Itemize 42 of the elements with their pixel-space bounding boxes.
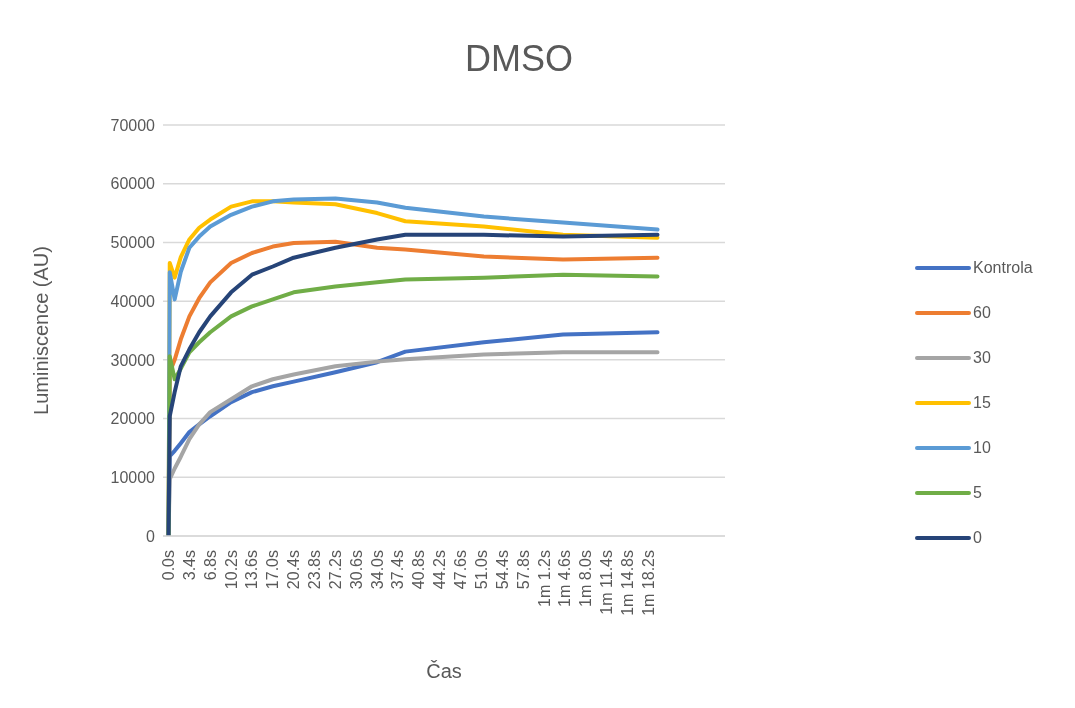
x-tick-label: 17.0s [264,550,282,590]
x-tick-label: 3.4s [180,550,198,581]
x-tick-label: 20.4s [285,550,303,590]
legend-label: 5 [973,483,982,502]
x-tick-label: 51.0s [472,550,490,590]
x-tick-label: 23.8s [306,550,324,590]
x-axis-title: Čas [426,660,462,682]
x-tick-label: 47.6s [452,550,470,590]
y-tick-label: 60000 [110,175,156,193]
y-tick-label: 40000 [110,292,156,310]
legend-label: 30 [973,348,991,367]
legend-label: 60 [973,303,991,322]
y-tick-label: 50000 [110,234,156,252]
x-tick-label: 1m 11.4s [598,550,616,615]
x-tick-label: 10.2s [222,550,240,590]
x-tick-label: 1m 1.2s [535,550,553,607]
x-tick-label: 37.4s [389,550,407,590]
y-tick-label: 70000 [110,116,156,134]
legend-label: Kontrola [973,258,1033,277]
x-tick-label: 30.6s [347,550,365,590]
x-tick-label: 13.6s [243,550,261,590]
x-tick-label: 0.0s [160,550,178,581]
chart-title: DMSO [464,38,574,80]
y-axis-title: Luminiscence (AU) [30,246,53,415]
x-tick-label: 1m 4.6s [556,550,574,607]
x-tick-label: 34.0s [368,550,386,590]
legend-label: 15 [973,393,991,412]
y-tick-label: 0 [146,527,156,545]
x-tick-label: 57.8s [514,550,532,590]
y-tick-label: 20000 [110,410,156,428]
x-tick-label: 1m 18.2s [639,550,657,616]
x-tick-label: 54.4s [493,550,511,590]
x-tick-label: 1m 8.0s [577,550,595,607]
x-tick-label: 44.2s [431,550,449,590]
x-tick-label: 27.2s [326,550,344,590]
x-tick-label: 40.8s [410,550,428,590]
legend-label: 10 [973,438,991,457]
x-tick-label: 1m 14.8s [618,550,636,616]
y-tick-label: 10000 [110,468,156,486]
x-tick-label: 6.8s [201,550,219,581]
y-tick-label: 30000 [110,351,156,369]
legend-label: 0 [973,528,982,547]
